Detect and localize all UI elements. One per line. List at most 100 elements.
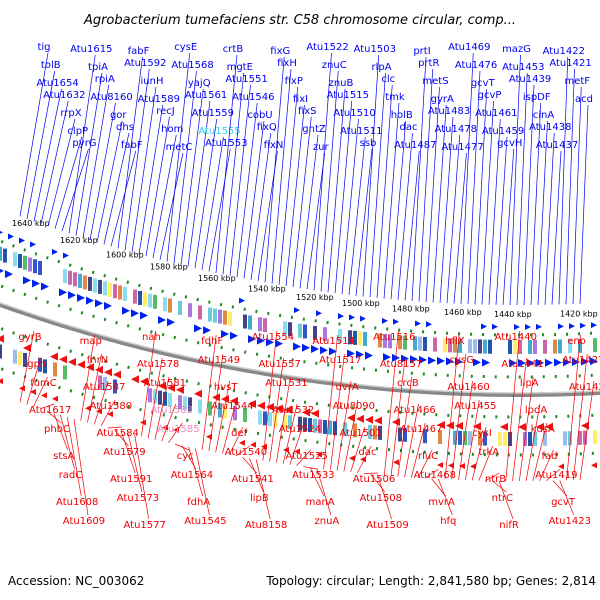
forward-gene-label: crtB (223, 44, 244, 55)
reverse-gene-label: Atu1423 (549, 516, 591, 527)
forward-gene-label: Atu1522 (306, 42, 348, 53)
reverse-gene-arrow (448, 462, 454, 469)
reverse-gene-label: fumC (30, 378, 57, 389)
forward-gene-arrow (239, 297, 245, 304)
inner-feature-block (43, 359, 47, 374)
reverse-gene-label: Atu1573 (117, 493, 159, 504)
forward-label-leader (306, 152, 326, 290)
outer-feature-block (528, 339, 532, 354)
reverse-gene-label: ntrB (485, 474, 506, 485)
outer-feature-block (518, 340, 522, 354)
outer-feature-block (3, 248, 7, 263)
reverse-label-leader (316, 468, 332, 516)
forward-label-leader (54, 136, 83, 229)
reverse-gene-label: Atu1591 (110, 474, 152, 485)
inner-feature-block (318, 419, 322, 434)
inner-feature-block (568, 431, 572, 446)
reverse-gene-label: stsA (53, 451, 74, 462)
forward-label-leader (376, 84, 393, 298)
forward-label-leader (397, 132, 413, 300)
reverse-label-leader (424, 468, 440, 479)
reverse-label-leader (437, 478, 453, 516)
reverse-gene-arrow (30, 388, 36, 395)
reverse-label-leader (566, 334, 581, 481)
reverse-label-leader (107, 426, 122, 429)
reverse-gene-label: Atu1509 (366, 520, 408, 531)
forward-gene-label: Atu1515 (327, 90, 369, 101)
reverse-label-leader (350, 426, 365, 473)
outer-feature-block (223, 310, 227, 325)
forward-gene-label: prtI (413, 46, 430, 57)
forward-gene-arrow (581, 357, 589, 366)
reverse-gene-arrow (173, 426, 179, 433)
forward-label-leader (432, 104, 447, 303)
reverse-gene-label: Atu8158 (245, 520, 287, 531)
reverse-label-leader (161, 403, 177, 442)
forward-gene-arrow (382, 317, 388, 324)
reverse-gene-arrow (50, 352, 58, 361)
forward-label-leader (40, 100, 69, 224)
outer-feature-block (358, 331, 362, 346)
outer-feature-block (108, 282, 112, 297)
outer-feature-block (298, 323, 302, 338)
reverse-label-leader (525, 403, 541, 482)
reverse-gene-label: Atu1583 (150, 405, 192, 416)
reverse-gene-label: Atu1524 (279, 424, 321, 435)
reverse-gene-arrow (194, 389, 202, 398)
inner-feature-block (298, 416, 302, 431)
forward-gene-arrow (52, 248, 58, 255)
forward-label-leader (530, 102, 542, 305)
reverse-label-leader (269, 357, 284, 462)
outer-feature-block (198, 305, 202, 320)
reverse-gene-label: trkA (478, 447, 499, 458)
inner-feature-block (23, 352, 27, 367)
forward-gene-label: cysE (174, 42, 197, 53)
reverse-gene-label: Atu1460 (447, 382, 489, 393)
reverse-gene-arrow (349, 455, 355, 462)
forward-label-leader (362, 54, 380, 297)
forward-label-leader (488, 118, 501, 305)
inner-feature-block (353, 423, 357, 438)
forward-gene-label: tmk (385, 92, 405, 103)
forward-gene-arrow (95, 299, 103, 308)
reverse-gene-arrow (470, 463, 476, 470)
forward-gene-arrow (509, 358, 517, 367)
forward-gene-arrow (275, 339, 283, 348)
reverse-gene-label: Atu8157 (380, 359, 422, 370)
reverse-label-leader (80, 334, 96, 421)
reverse-gene-label: hvsT (214, 382, 238, 393)
reverse-gene-arrow (518, 422, 526, 431)
forward-label-leader (425, 86, 440, 302)
forward-gene-label: Atu1459 (482, 126, 524, 137)
kbp-tick-label: 1580 kbp (150, 263, 188, 272)
reverse-gene-arrow (536, 422, 544, 431)
reverse-label-leader (127, 433, 143, 493)
outer-feature-block (258, 317, 262, 332)
reverse-gene-label: Atu1545 (184, 516, 226, 527)
reverse-gene-arrow (437, 462, 443, 469)
reverse-label-leader (512, 357, 527, 482)
forward-label-leader (383, 102, 400, 299)
forward-gene-arrow (514, 323, 520, 330)
forward-gene-arrow (302, 343, 310, 352)
reverse-gene-arrow (96, 408, 102, 415)
forward-label-leader (348, 136, 366, 295)
reverse-gene-label: Atu1531 (265, 378, 307, 389)
reverse-gene-label: ntrC (492, 493, 513, 504)
reverse-label-leader (222, 399, 237, 454)
reverse-gene-label: Atu1580 (90, 401, 132, 412)
reverse-label-leader (168, 422, 183, 443)
inner-feature-block (0, 344, 2, 359)
reverse-label-leader (370, 473, 386, 493)
reverse-gene-label: fad (542, 451, 558, 462)
tick-ring-1 (0, 239, 600, 337)
forward-gene-arrow (536, 323, 542, 330)
outer-feature-block (458, 338, 462, 353)
outer-feature-block (513, 339, 517, 354)
inner-feature-block (263, 411, 267, 426)
reverse-gene-label: fdhA (187, 497, 210, 508)
reverse-gene-label: Atu1466 (393, 405, 435, 416)
outer-feature-block (398, 335, 402, 350)
forward-gene-label: Atu1476 (455, 60, 497, 71)
reverse-gene-arrow (23, 343, 31, 352)
